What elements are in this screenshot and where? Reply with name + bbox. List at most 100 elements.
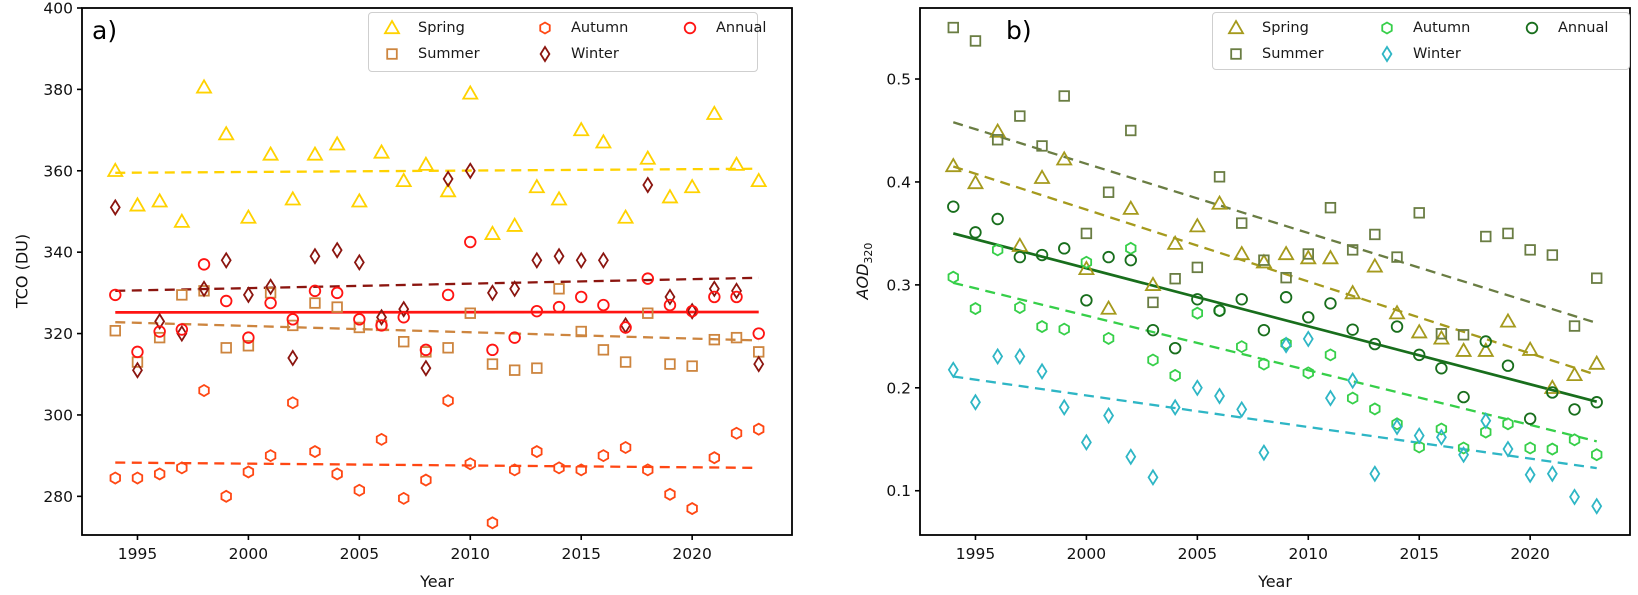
point-autumn-2002-b	[1125, 241, 1137, 255]
point-winter-2010-a	[464, 162, 476, 180]
point-summer-2018-a	[642, 307, 654, 319]
point-autumn-1995-b	[969, 302, 982, 316]
point-autumn-2007-a	[398, 491, 410, 505]
legend-label-summer-a: Summer	[418, 46, 480, 62]
point-winter-2014-a	[553, 247, 565, 265]
point-summer-2023-a	[753, 346, 765, 358]
point-summer-1997-b	[1014, 110, 1026, 122]
point-annual-1997-b	[1013, 250, 1027, 264]
x-tick-label-a: 2015	[561, 545, 600, 563]
point-summer-2003-a	[309, 297, 321, 309]
y-tick-label-a: 340	[43, 244, 73, 262]
point-autumn-2017-a	[619, 440, 632, 455]
point-winter-1999-b	[1058, 398, 1070, 417]
point-winter-2015-b	[1413, 426, 1425, 445]
point-autumn-2003-a	[309, 445, 321, 459]
point-winter-2007-b	[1236, 400, 1248, 419]
point-summer-2016-a	[597, 344, 610, 356]
point-spring-2011-b	[1321, 249, 1340, 265]
point-annual-2007-a	[397, 311, 410, 324]
axes-frame-a	[81, 7, 793, 536]
point-winter-2006-b	[1214, 387, 1225, 405]
point-annual-2010-a	[464, 235, 477, 249]
autumn-marker-icon	[539, 21, 551, 35]
point-summer-2011-a	[486, 358, 499, 370]
point-annual-1998-b	[1035, 248, 1049, 262]
point-annual-2018-b	[1479, 335, 1492, 348]
point-autumn-2008-a	[420, 473, 432, 487]
autumn-marker-icon	[1381, 21, 1393, 35]
point-autumn-2005-a	[353, 483, 366, 497]
point-winter-2011-a	[487, 284, 498, 302]
point-annual-2017-b	[1457, 390, 1470, 404]
point-annual-2018-a	[641, 272, 654, 285]
legend-label-annual-b: Annual	[1558, 20, 1609, 36]
point-spring-2001-b	[1100, 299, 1118, 315]
point-summer-1994-a	[109, 325, 121, 337]
point-autumn-1997-b	[1014, 300, 1026, 315]
y-axis-label-b: AOD320	[853, 243, 875, 300]
trend-line-autumn-b	[953, 281, 1597, 443]
x-tick-label-b: 1995	[956, 545, 995, 563]
point-annual-1996-a	[153, 325, 166, 338]
point-summer-2012-b	[1346, 244, 1359, 256]
trend-line-summer-b	[952, 121, 1598, 325]
point-summer-2005-b	[1191, 261, 1204, 274]
point-winter-2002-a	[287, 349, 299, 367]
point-summer-2007-b	[1236, 217, 1248, 229]
point-autumn-2001-b	[1102, 331, 1115, 345]
point-annual-2019-a	[663, 298, 677, 312]
point-spring-2023-a	[750, 172, 768, 188]
y-tick-label-a: 300	[43, 406, 73, 424]
point-spring-1995-b	[966, 174, 985, 190]
point-autumn-2017-b	[1457, 441, 1470, 455]
axes-frame-b	[919, 7, 1631, 536]
point-winter-2020-b	[1524, 466, 1536, 484]
point-annual-1999-b	[1058, 242, 1071, 255]
point-winter-2007-a	[398, 300, 410, 318]
point-summer-2016-b	[1435, 328, 1448, 340]
point-winter-2016-b	[1435, 428, 1447, 446]
point-annual-1995-b	[969, 226, 982, 239]
point-annual-2021-a	[708, 290, 721, 304]
point-annual-2016-a	[597, 298, 610, 312]
point-summer-2000-b	[1080, 227, 1093, 240]
point-annual-2017-a	[619, 321, 632, 334]
point-autumn-1999-b	[1058, 322, 1070, 336]
point-summer-2010-b	[1302, 248, 1314, 260]
point-spring-2001-a	[262, 145, 280, 161]
point-annual-2006-b	[1213, 304, 1226, 317]
legend-label-autumn-a: Autumn	[571, 20, 629, 36]
point-annual-2001-b	[1102, 250, 1115, 264]
winter-marker-icon	[539, 45, 551, 63]
point-autumn-2016-a	[597, 449, 610, 463]
spring-marker-icon	[383, 19, 401, 35]
point-spring-2016-b	[1432, 329, 1450, 345]
point-spring-2014-a	[550, 190, 568, 206]
point-autumn-2004-b	[1169, 368, 1181, 382]
point-spring-2020-b	[1521, 340, 1539, 356]
point-annual-2003-a	[308, 284, 322, 298]
point-autumn-2023-b	[1591, 448, 1603, 462]
point-autumn-2020-a	[686, 502, 698, 516]
point-winter-2021-b	[1546, 465, 1558, 483]
x-axis-label-a: Year	[420, 572, 454, 591]
point-winter-2002-b	[1125, 448, 1137, 466]
point-spring-2009-a	[439, 182, 457, 198]
point-annual-2008-a	[419, 343, 433, 357]
point-winter-2001-a	[265, 278, 277, 296]
point-annual-2014-a	[552, 300, 566, 314]
point-spring-1994-b	[944, 157, 962, 173]
point-winter-2018-b	[1480, 412, 1492, 430]
point-summer-1999-a	[220, 342, 232, 354]
point-winter-2011-b	[1325, 389, 1336, 407]
point-spring-1995-a	[128, 196, 147, 212]
point-winter-2023-b	[1591, 497, 1603, 515]
point-summer-1996-b	[991, 134, 1004, 146]
point-spring-2012-b	[1344, 284, 1362, 300]
legend-b	[1212, 12, 1630, 70]
point-winter-1996-a	[154, 312, 166, 331]
point-spring-2004-b	[1166, 234, 1184, 250]
